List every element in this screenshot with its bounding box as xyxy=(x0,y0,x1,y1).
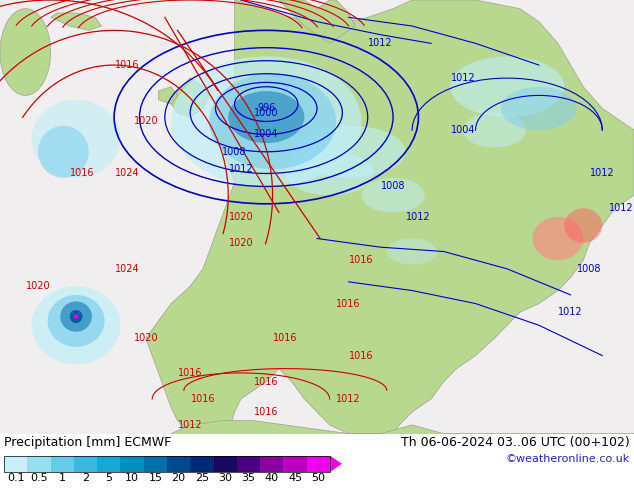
Text: 1020: 1020 xyxy=(26,281,50,291)
Text: 1008: 1008 xyxy=(578,264,602,274)
Bar xyxy=(4,456,27,472)
Ellipse shape xyxy=(70,310,82,323)
Text: 1012: 1012 xyxy=(559,307,583,317)
Text: 15: 15 xyxy=(148,473,162,483)
Polygon shape xyxy=(51,13,101,30)
Text: 25: 25 xyxy=(195,473,209,483)
Text: 1016: 1016 xyxy=(70,169,94,178)
Ellipse shape xyxy=(450,56,564,117)
Text: 0.5: 0.5 xyxy=(30,473,48,483)
Text: 1020: 1020 xyxy=(229,238,253,248)
Text: 1024: 1024 xyxy=(115,264,139,274)
Text: 1012: 1012 xyxy=(609,203,633,213)
Polygon shape xyxy=(279,0,355,44)
Text: 1012: 1012 xyxy=(590,169,614,178)
Bar xyxy=(27,456,51,472)
Text: 40: 40 xyxy=(265,473,279,483)
Text: 1012: 1012 xyxy=(337,394,361,404)
Text: 35: 35 xyxy=(242,473,256,483)
Ellipse shape xyxy=(361,178,425,213)
Text: 1012: 1012 xyxy=(229,164,253,174)
Text: 1004: 1004 xyxy=(451,125,475,135)
Bar xyxy=(190,456,214,472)
Text: 1016: 1016 xyxy=(273,333,297,343)
Text: 1024: 1024 xyxy=(115,169,139,178)
Bar xyxy=(307,456,330,472)
Text: 1016: 1016 xyxy=(349,255,373,265)
Text: Th 06-06-2024 03..06 UTC (00+102): Th 06-06-2024 03..06 UTC (00+102) xyxy=(401,436,630,449)
Text: 1012: 1012 xyxy=(451,73,475,83)
Polygon shape xyxy=(146,0,634,434)
Bar xyxy=(144,456,167,472)
Ellipse shape xyxy=(74,315,79,318)
Ellipse shape xyxy=(48,295,105,347)
Bar xyxy=(283,456,307,472)
Text: 996: 996 xyxy=(257,103,275,113)
Bar xyxy=(237,456,260,472)
Text: 1016: 1016 xyxy=(191,394,215,404)
Text: 45: 45 xyxy=(288,473,302,483)
Text: 1: 1 xyxy=(59,473,66,483)
Text: 5: 5 xyxy=(105,473,112,483)
Text: 1000: 1000 xyxy=(254,108,278,118)
Ellipse shape xyxy=(285,152,374,195)
Bar xyxy=(51,456,74,472)
Bar xyxy=(74,456,97,472)
Text: 1016: 1016 xyxy=(254,377,278,387)
Text: 1020: 1020 xyxy=(134,117,158,126)
Text: 1012: 1012 xyxy=(368,38,392,49)
Ellipse shape xyxy=(387,239,437,265)
Ellipse shape xyxy=(32,100,120,178)
Ellipse shape xyxy=(38,126,89,178)
Bar xyxy=(97,456,120,472)
Ellipse shape xyxy=(292,126,406,178)
Text: 1008: 1008 xyxy=(223,147,247,157)
Text: 1020: 1020 xyxy=(134,333,158,343)
Bar xyxy=(120,456,144,472)
Polygon shape xyxy=(158,87,178,104)
Ellipse shape xyxy=(0,9,51,96)
Ellipse shape xyxy=(60,301,92,332)
Text: 20: 20 xyxy=(172,473,186,483)
Bar xyxy=(167,456,190,472)
Ellipse shape xyxy=(564,208,602,243)
Text: 0.1: 0.1 xyxy=(7,473,25,483)
Text: 30: 30 xyxy=(218,473,232,483)
Text: Precipitation [mm] ECMWF: Precipitation [mm] ECMWF xyxy=(4,436,171,449)
Ellipse shape xyxy=(171,56,361,187)
Polygon shape xyxy=(171,78,209,117)
Text: 2: 2 xyxy=(82,473,89,483)
Text: 1012: 1012 xyxy=(406,212,430,222)
Ellipse shape xyxy=(533,217,583,260)
Ellipse shape xyxy=(228,91,304,143)
Polygon shape xyxy=(171,420,634,477)
Text: 1012: 1012 xyxy=(178,420,202,430)
Ellipse shape xyxy=(501,87,577,130)
Ellipse shape xyxy=(32,286,120,364)
Text: 1020: 1020 xyxy=(229,212,253,222)
Text: 1016: 1016 xyxy=(178,368,202,378)
Ellipse shape xyxy=(463,113,526,147)
Bar xyxy=(260,456,283,472)
Text: ©weatheronline.co.uk: ©weatheronline.co.uk xyxy=(506,454,630,464)
Text: 1016: 1016 xyxy=(337,298,361,309)
Polygon shape xyxy=(330,456,342,472)
Text: 50: 50 xyxy=(311,473,325,483)
Bar xyxy=(4,456,330,472)
Ellipse shape xyxy=(209,74,336,169)
Text: 1004: 1004 xyxy=(254,129,278,140)
Text: 1016: 1016 xyxy=(115,60,139,70)
Text: 10: 10 xyxy=(125,473,139,483)
Text: 1016: 1016 xyxy=(349,350,373,361)
Bar xyxy=(214,456,237,472)
Text: 1016: 1016 xyxy=(254,407,278,417)
Text: 1008: 1008 xyxy=(381,181,405,192)
